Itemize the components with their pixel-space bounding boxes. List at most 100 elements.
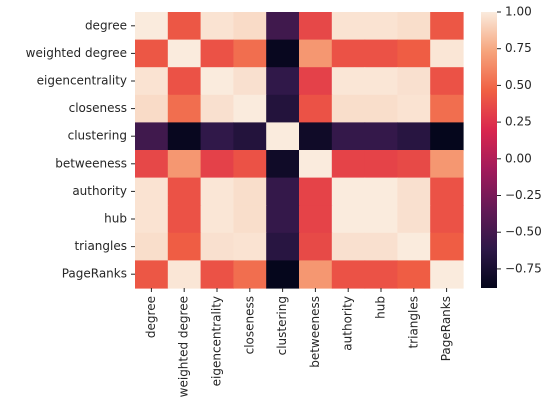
heatmap-cell-degree-degree — [135, 12, 169, 41]
heatmap-cell-closeness-hub — [364, 94, 398, 123]
x-tick-label-triangles: triangles — [406, 296, 420, 349]
heatmap-cell-hub-betweeness — [299, 205, 333, 234]
heatmap-cell-closeness-clustering — [266, 94, 300, 123]
heatmap-cell-pageranks-betweeness — [299, 260, 333, 289]
colorbar-tick-label: −0.50 — [505, 225, 542, 239]
x-tick-label-eigencentrality: eigencentrality — [210, 296, 224, 386]
heatmap-cell-eigencentrality-pageranks — [430, 67, 464, 96]
heatmap-cell-weighted-degree-closeness — [233, 39, 267, 68]
heatmap-cells — [135, 12, 464, 289]
heatmap-cell-betweeness-hub — [364, 150, 398, 179]
y-tick-label-eigencentrality: eigencentrality — [37, 74, 127, 88]
heatmap-cell-weighted-degree-betweeness — [299, 39, 333, 68]
heatmap-cell-degree-eigencentrality — [200, 12, 234, 41]
heatmap-cell-pageranks-eigencentrality — [200, 260, 234, 289]
heatmap-cell-authority-pageranks — [430, 177, 464, 206]
heatmap-cell-triangles-clustering — [266, 232, 300, 261]
heatmap-cell-weighted-degree-clustering — [266, 39, 300, 68]
heatmap-cell-authority-clustering — [266, 177, 300, 206]
heatmap-cell-betweeness-degree — [135, 150, 169, 179]
heatmap-cell-triangles-degree — [135, 232, 169, 261]
heatmap-cell-closeness-degree — [135, 94, 169, 123]
heatmap-cell-degree-weighted-degree — [167, 12, 202, 41]
heatmap-cell-closeness-eigencentrality — [200, 94, 234, 123]
heatmap-cell-clustering-pageranks — [430, 122, 464, 151]
y-tick-label-authority: authority — [72, 184, 127, 198]
y-tick-labels: degree weighted degree eigencentrality clos… — [26, 18, 135, 281]
heatmap-cell-betweeness-eigencentrality — [200, 150, 234, 179]
heatmap-cell-authority-closeness — [233, 177, 267, 206]
heatmap-cell-eigencentrality-closeness — [233, 67, 267, 96]
heatmap-cell-hub-pageranks — [430, 205, 464, 234]
heatmap-cell-clustering-eigencentrality — [200, 122, 234, 151]
heatmap-cell-pageranks-closeness — [233, 260, 267, 289]
heatmap-cell-authority-triangles — [397, 177, 431, 206]
heatmap-cell-pageranks-weighted-degree — [167, 260, 202, 289]
heatmap-cell-betweeness-triangles — [397, 150, 431, 179]
heatmap-cell-eigencentrality-betweeness — [299, 67, 333, 96]
x-tick-label-pageranks: PageRanks — [439, 296, 453, 361]
x-tick-label-betweeness: betweeness — [308, 296, 322, 368]
x-tick-label-closeness: closeness — [242, 296, 256, 354]
heatmap-cell-weighted-degree-authority — [331, 39, 366, 68]
heatmap-cell-hub-degree — [135, 205, 169, 234]
x-tick-label-degree: degree — [144, 296, 158, 338]
colorbar-tick-label: 0.00 — [505, 151, 532, 165]
x-tick-label-authority: authority — [341, 296, 355, 351]
heatmap-cell-hub-eigencentrality — [200, 205, 234, 234]
heatmap-cell-betweeness-clustering — [266, 150, 300, 179]
heatmap-cell-hub-hub — [364, 205, 398, 234]
y-tick-label-betweeness: betweeness — [55, 156, 127, 170]
heatmap-cell-triangles-weighted-degree — [167, 232, 202, 261]
heatmap-cell-pageranks-degree — [135, 260, 169, 289]
x-tick-label-weighted-degree: weighted degree — [177, 296, 191, 397]
colorbar-tick-label: 0.25 — [505, 115, 532, 129]
colorbar: 1.00 0.75 0.50 0.25 0.00 −0.25 −0.50 −0.75 — [481, 5, 542, 288]
heatmap-cell-clustering-triangles — [397, 122, 431, 151]
heatmap-cell-clustering-degree — [135, 122, 169, 151]
heatmap-cell-eigencentrality-clustering — [266, 67, 300, 96]
heatmap-cell-triangles-betweeness — [299, 232, 333, 261]
heatmap-cell-clustering-closeness — [233, 122, 267, 151]
heatmap-cell-closeness-weighted-degree — [167, 94, 202, 123]
heatmap-cell-betweeness-weighted-degree — [167, 150, 202, 179]
y-tick-label-hub: hub — [104, 212, 127, 226]
heatmap-cell-degree-clustering — [266, 12, 300, 41]
heatmap-cell-weighted-degree-eigencentrality — [200, 39, 234, 68]
heatmap-cell-degree-triangles — [397, 12, 431, 41]
colorbar-tick-label: −0.25 — [505, 188, 542, 202]
heatmap-cell-triangles-authority — [331, 232, 366, 261]
heatmap-cell-triangles-triangles — [397, 232, 431, 261]
heatmap-cell-authority-eigencentrality — [200, 177, 234, 206]
y-tick-label-pageranks: PageRanks — [62, 267, 127, 281]
heatmap-cell-clustering-authority — [331, 122, 366, 151]
heatmap-cell-pageranks-hub — [364, 260, 398, 289]
heatmap-cell-eigencentrality-degree — [135, 67, 169, 96]
x-tick-labels: degree weighted degree eigencentrality clos… — [144, 288, 453, 397]
heatmap-cell-degree-betweeness — [299, 12, 333, 41]
heatmap-cell-authority-betweeness — [299, 177, 333, 206]
heatmap-cell-eigencentrality-authority — [331, 67, 366, 96]
colorbar-bar — [481, 12, 497, 288]
heatmap-cell-closeness-triangles — [397, 94, 431, 123]
y-tick-label-clustering: clustering — [68, 129, 127, 143]
heatmap-cell-eigencentrality-eigencentrality — [200, 67, 234, 96]
heatmap-cell-weighted-degree-triangles — [397, 39, 431, 68]
heatmap-cell-weighted-degree-degree — [135, 39, 169, 68]
heatmap-cell-authority-authority — [331, 177, 366, 206]
heatmap-cell-hub-weighted-degree — [167, 205, 202, 234]
heatmap-cell-betweeness-betweeness — [299, 150, 333, 179]
heatmap-cell-authority-hub — [364, 177, 398, 206]
colorbar-tick-label: 0.50 — [505, 78, 532, 92]
heatmap-cell-degree-hub — [364, 12, 398, 41]
heatmap-cell-closeness-pageranks — [430, 94, 464, 123]
heatmap-cell-triangles-hub — [364, 232, 398, 261]
heatmap-cell-degree-closeness — [233, 12, 267, 41]
y-tick-label-weighted-degree: weighted degree — [26, 46, 127, 60]
heatmap-cell-clustering-hub — [364, 122, 398, 151]
x-tick-label-clustering: clustering — [275, 296, 289, 355]
heatmap-cell-eigencentrality-triangles — [397, 67, 431, 96]
heatmap-cell-degree-pageranks — [430, 12, 464, 41]
heatmap-cell-closeness-betweeness — [299, 94, 333, 123]
heatmap-cell-clustering-clustering — [266, 122, 300, 151]
